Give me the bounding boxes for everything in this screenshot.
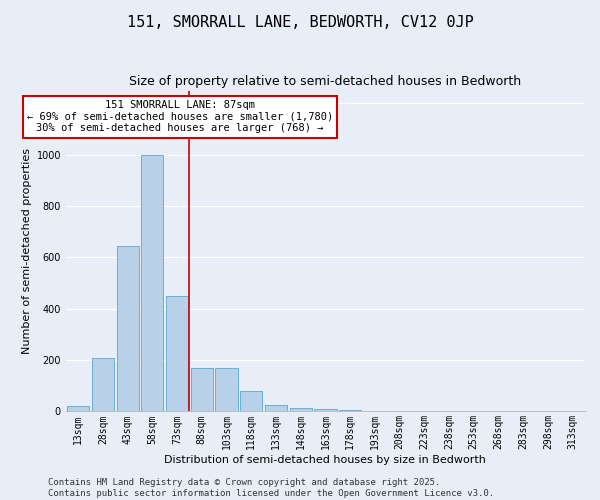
Bar [141, 154, 163, 412]
Bar [191, 368, 213, 412]
Bar [265, 405, 287, 411]
Text: 151 SMORRALL LANE: 87sqm
← 69% of semi-detached houses are smaller (1,780)
30% o: 151 SMORRALL LANE: 87sqm ← 69% of semi-d… [27, 100, 333, 134]
Text: 151, SMORRALL LANE, BEDWORTH, CV12 0JP: 151, SMORRALL LANE, BEDWORTH, CV12 0JP [127, 15, 473, 30]
Bar [290, 408, 312, 412]
Bar [339, 410, 361, 412]
Bar [116, 246, 139, 412]
Bar [166, 296, 188, 412]
X-axis label: Distribution of semi-detached houses by size in Bedworth: Distribution of semi-detached houses by … [164, 455, 487, 465]
Y-axis label: Number of semi-detached properties: Number of semi-detached properties [22, 148, 32, 354]
Bar [240, 391, 262, 411]
Bar [92, 358, 114, 412]
Text: Contains HM Land Registry data © Crown copyright and database right 2025.
Contai: Contains HM Land Registry data © Crown c… [48, 478, 494, 498]
Bar [67, 406, 89, 412]
Bar [215, 368, 238, 412]
Bar [314, 409, 337, 412]
Title: Size of property relative to semi-detached houses in Bedworth: Size of property relative to semi-detach… [130, 75, 521, 88]
